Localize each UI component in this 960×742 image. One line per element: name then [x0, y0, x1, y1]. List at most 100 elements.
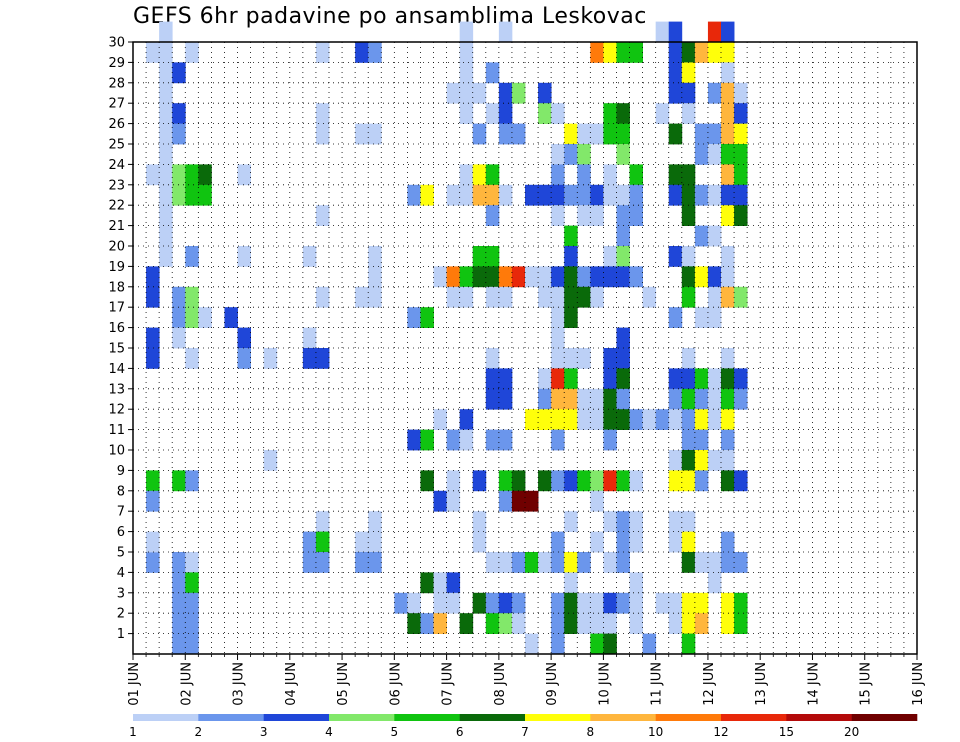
heatmap-cell — [564, 123, 578, 145]
heatmap-cell — [564, 470, 578, 492]
heatmap-cell — [355, 552, 369, 573]
y-tick-label: 20 — [108, 240, 125, 255]
heatmap-cell — [629, 531, 643, 553]
heatmap-cell — [420, 429, 434, 451]
heatmap-cell — [616, 103, 630, 124]
colorbar-label: 7 — [521, 725, 529, 739]
heatmap-cell — [498, 286, 513, 308]
heatmap-cell — [498, 470, 513, 492]
heatmap-cell — [668, 450, 683, 471]
heatmap-cell — [485, 552, 500, 573]
heatmap-cell — [198, 164, 212, 186]
heatmap-cell — [629, 184, 643, 206]
heatmap-cell — [603, 429, 617, 451]
heatmap-cell — [590, 205, 604, 226]
heatmap-cell — [446, 266, 461, 288]
heatmap-cell — [185, 42, 199, 63]
heatmap-cell — [668, 531, 683, 553]
heatmap-cell — [302, 531, 317, 553]
heatmap-cell — [694, 225, 709, 247]
heatmap-cell — [681, 246, 696, 267]
heatmap-cell — [694, 592, 709, 614]
heatmap-cell — [525, 633, 539, 655]
heatmap-cell — [498, 123, 513, 145]
heatmap-cell — [668, 388, 683, 410]
heatmap-cell — [603, 511, 617, 532]
heatmap-cell — [538, 470, 552, 492]
heatmap-cell — [721, 246, 735, 267]
heatmap-cell — [564, 511, 578, 532]
heatmap-cell — [681, 450, 696, 471]
heatmap-cell — [629, 592, 643, 614]
heatmap-cell — [368, 511, 382, 532]
heatmap-cell — [616, 348, 630, 369]
heatmap-cell — [721, 266, 735, 288]
heatmap-cell — [564, 368, 578, 390]
heatmap-cell — [551, 552, 565, 573]
x-tick-label: 14 JUN — [806, 662, 821, 706]
heatmap-cell — [577, 409, 591, 430]
heatmap-cell — [485, 388, 500, 410]
heatmap-cell — [146, 490, 160, 512]
heatmap-cell — [603, 388, 617, 410]
heatmap-cell — [616, 368, 630, 390]
heatmap-cell — [551, 307, 565, 328]
heatmap-cell — [629, 164, 643, 186]
heatmap-cell — [433, 592, 447, 614]
heatmap-cell — [668, 592, 683, 614]
heatmap-cell — [407, 592, 421, 614]
heatmap-cell — [315, 552, 330, 573]
heatmap-cell — [721, 103, 735, 124]
heatmap-cell — [629, 572, 643, 594]
y-tick-label: 25 — [108, 138, 125, 153]
colorbar-segment — [525, 714, 591, 721]
heatmap-cell — [485, 184, 500, 206]
heatmap-cell — [263, 450, 278, 471]
heatmap-cell — [551, 592, 565, 614]
heatmap-cell — [681, 552, 696, 573]
heatmap-cell — [734, 164, 748, 186]
heatmap-cell — [485, 348, 500, 369]
heatmap-cell — [721, 470, 735, 492]
heatmap-cell — [237, 327, 251, 349]
heatmap-cell — [368, 552, 382, 573]
heatmap-cell — [185, 552, 199, 573]
heatmap-cell — [590, 592, 604, 614]
heatmap-cell — [721, 552, 735, 573]
heatmap-cell — [420, 572, 434, 594]
heatmap-cell — [185, 184, 199, 206]
heatmap-cell — [315, 123, 330, 145]
heatmap-cell — [577, 144, 591, 165]
y-tick-label: 2 — [117, 607, 125, 622]
heatmap-cell — [459, 184, 474, 206]
heatmap-cell — [629, 42, 643, 63]
heatmap-cell — [459, 266, 474, 288]
heatmap-cell — [564, 572, 578, 594]
heatmap-cell — [551, 368, 565, 390]
heatmap-cell — [459, 21, 474, 43]
heatmap-cell — [472, 184, 487, 206]
colorbar-label: 3 — [260, 725, 268, 739]
heatmap-cell — [707, 225, 722, 247]
heatmap-cell — [459, 103, 474, 124]
heatmap-cell — [721, 164, 735, 186]
heatmap-cell — [655, 592, 670, 614]
colorbar-segment — [590, 714, 656, 721]
heatmap-cell — [551, 388, 565, 410]
heatmap-cell — [551, 144, 565, 165]
heatmap-cell — [525, 490, 539, 512]
colorbar-segment — [263, 714, 330, 721]
heatmap-cell — [564, 307, 578, 328]
heatmap-cell — [146, 470, 160, 492]
heatmap-cell — [577, 592, 591, 614]
heatmap-cell — [681, 184, 696, 206]
heatmap-cell — [668, 21, 683, 43]
heatmap-cell — [172, 164, 186, 186]
heatmap-cell — [146, 348, 160, 369]
heatmap-cell — [681, 613, 696, 634]
y-tick-label: 1 — [117, 627, 125, 642]
heatmap-cell — [498, 82, 513, 104]
heatmap-cell — [172, 184, 186, 206]
heatmap-cell — [681, 368, 696, 390]
